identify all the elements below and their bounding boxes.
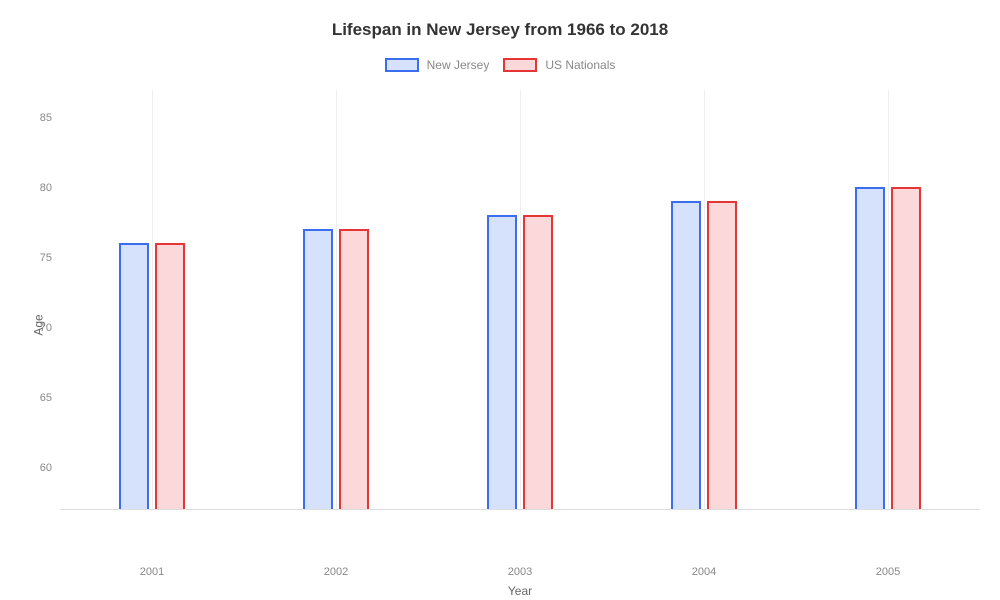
y-axis-ticks: 60 65 70 75 80 85 <box>20 90 60 510</box>
bar <box>671 201 701 509</box>
bar-group <box>303 229 369 509</box>
chart-title: Lifespan in New Jersey from 1966 to 2018 <box>20 20 980 40</box>
bar <box>487 215 517 509</box>
legend-swatch-us-nationals <box>503 58 537 72</box>
x-tick-label: 2002 <box>324 566 348 578</box>
x-axis-label: Year <box>60 584 980 598</box>
legend-swatch-new-jersey <box>385 58 419 72</box>
bar-group <box>855 187 921 509</box>
plot-area <box>60 90 980 510</box>
y-tick-label: 85 <box>40 112 52 124</box>
bar <box>119 243 149 509</box>
legend-item-new-jersey: New Jersey <box>385 58 490 72</box>
y-tick-label: 65 <box>40 392 52 404</box>
bar-group <box>119 243 185 509</box>
y-tick-label: 70 <box>40 322 52 334</box>
bar <box>155 243 185 509</box>
bar <box>339 229 369 509</box>
bar <box>855 187 885 509</box>
bar <box>707 201 737 509</box>
legend: New Jersey US Nationals <box>20 58 980 72</box>
legend-label-new-jersey: New Jersey <box>427 58 490 72</box>
legend-item-us-nationals: US Nationals <box>503 58 615 72</box>
x-tick-label: 2003 <box>508 566 532 578</box>
x-axis-ticks: 2001 2002 2003 2004 2005 <box>60 560 980 584</box>
bar <box>891 187 921 509</box>
x-tick-label: 2004 <box>692 566 716 578</box>
y-tick-label: 60 <box>40 462 52 474</box>
x-tick-label: 2001 <box>140 566 164 578</box>
plot-wrapper: Age 606570758085 <box>20 90 980 560</box>
chart-container: Lifespan in New Jersey from 1966 to 2018… <box>0 0 1000 600</box>
bar <box>523 215 553 509</box>
bar-group <box>487 215 553 509</box>
bar <box>303 229 333 509</box>
legend-label-us-nationals: US Nationals <box>545 58 615 72</box>
y-tick-label: 75 <box>40 252 52 264</box>
y-tick-label: 80 <box>40 182 52 194</box>
x-tick-label: 2005 <box>876 566 900 578</box>
bar-group <box>671 201 737 509</box>
